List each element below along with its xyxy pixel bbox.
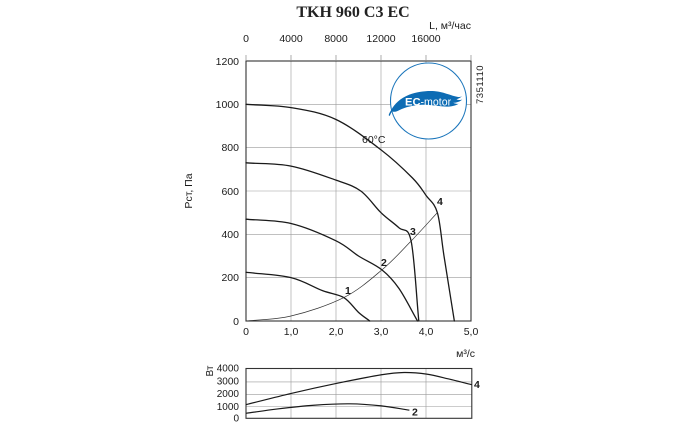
svg-text:4,0: 4,0: [419, 326, 434, 338]
svg-text:400: 400: [221, 229, 239, 241]
svg-text:4000: 4000: [217, 364, 240, 375]
svg-text:0: 0: [233, 414, 239, 425]
svg-text:L, м³/час: L, м³/час: [429, 20, 471, 32]
svg-text:8000: 8000: [324, 33, 348, 45]
svg-text:16000: 16000: [411, 33, 440, 45]
svg-text:0: 0: [233, 316, 239, 328]
svg-text:Рст, Па: Рст, Па: [183, 173, 195, 208]
svg-text:1: 1: [345, 285, 351, 297]
svg-text:м³/с: м³/с: [456, 348, 475, 360]
svg-text:2,0: 2,0: [329, 326, 344, 338]
svg-text:3000: 3000: [217, 376, 240, 387]
svg-text:1,0: 1,0: [284, 326, 299, 338]
svg-text:800: 800: [221, 142, 239, 154]
svg-text:60°C: 60°C: [362, 134, 386, 146]
svg-text:12000: 12000: [366, 33, 395, 45]
svg-text:3: 3: [410, 226, 416, 238]
svg-text:1200: 1200: [216, 56, 240, 68]
svg-text:-motor: -motor: [421, 97, 452, 109]
svg-text:600: 600: [221, 186, 239, 198]
svg-text:0: 0: [243, 33, 249, 45]
svg-text:4: 4: [437, 196, 443, 208]
svg-text:EC: EC: [405, 97, 421, 109]
svg-text:1000: 1000: [217, 402, 240, 413]
svg-text:4000: 4000: [279, 33, 303, 45]
svg-text:2000: 2000: [217, 389, 240, 400]
svg-text:2: 2: [381, 257, 387, 269]
svg-text:200: 200: [221, 272, 239, 284]
svg-text:TKH 960 C3 EC: TKH 960 C3 EC: [296, 4, 409, 21]
svg-text:Вт: Вт: [205, 365, 216, 376]
svg-text:1000: 1000: [216, 99, 240, 111]
svg-text:4: 4: [474, 379, 480, 391]
svg-text:0: 0: [243, 326, 249, 338]
svg-text:7351110: 7351110: [475, 65, 486, 104]
svg-text:3,0: 3,0: [374, 326, 389, 338]
svg-text:5,0: 5,0: [464, 326, 479, 338]
svg-text:2: 2: [412, 407, 418, 419]
